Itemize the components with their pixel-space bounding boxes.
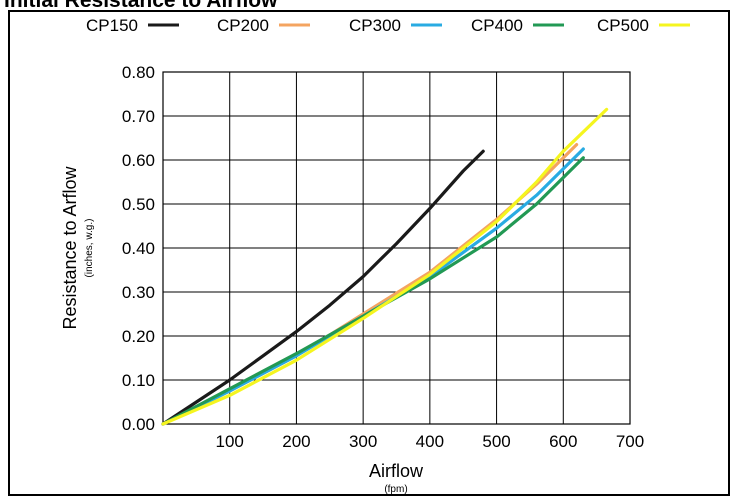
plot-border: [162, 71, 631, 425]
y-tick-label: 0.70: [122, 107, 155, 126]
y-tick-label: 0.50: [122, 195, 155, 214]
y-tick-label: 0.30: [122, 283, 155, 302]
legend-label-cp400: CP400: [471, 16, 523, 35]
series-line-cp150: [161, 149, 485, 426]
tick-labels: 100 200 300 400 500 600 700 0.00 0.10 0.20 0.30 0.4…: [122, 63, 644, 451]
y-axis-label: Resistance to Arflow: [60, 165, 80, 329]
series-lines: [161, 107, 609, 426]
series-line-cp500: [161, 107, 609, 426]
x-axis-label: Airflow: [369, 461, 424, 481]
x-tick-label: 600: [549, 432, 577, 451]
chart-frame: [8, 10, 730, 496]
y-tick-label: 0.40: [122, 239, 155, 258]
grid: [163, 72, 630, 424]
axis-labels: Airflow (fpm) Resistance to Arflow (inch…: [60, 165, 424, 495]
plot-area: [162, 71, 631, 425]
legend: CP150 CP200 CP300 CP400 CP500: [86, 16, 690, 35]
x-tick-label: 500: [482, 432, 510, 451]
x-tick-label: 400: [416, 432, 444, 451]
legend-label-cp200: CP200: [217, 16, 269, 35]
y-tick-label: 0.00: [122, 415, 155, 434]
chart-title: Initial Resistance to Airflow: [4, 0, 278, 12]
legend-label-cp500: CP500: [597, 16, 649, 35]
x-tick-label: 200: [282, 432, 310, 451]
x-tick-label: 300: [349, 432, 377, 451]
x-tick-label: 100: [216, 432, 244, 451]
y-axis-unit: (inches, w.g.): [84, 219, 95, 278]
y-tick-label: 0.80: [122, 63, 155, 82]
legend-label-cp150: CP150: [86, 16, 138, 35]
legend-label-cp300: CP300: [349, 16, 401, 35]
y-tick-label: 0.10: [122, 371, 155, 390]
y-tick-label: 0.60: [122, 151, 155, 170]
x-tick-label: 700: [616, 432, 644, 451]
x-axis-unit: (fpm): [384, 484, 407, 495]
y-tick-label: 0.20: [122, 327, 155, 346]
